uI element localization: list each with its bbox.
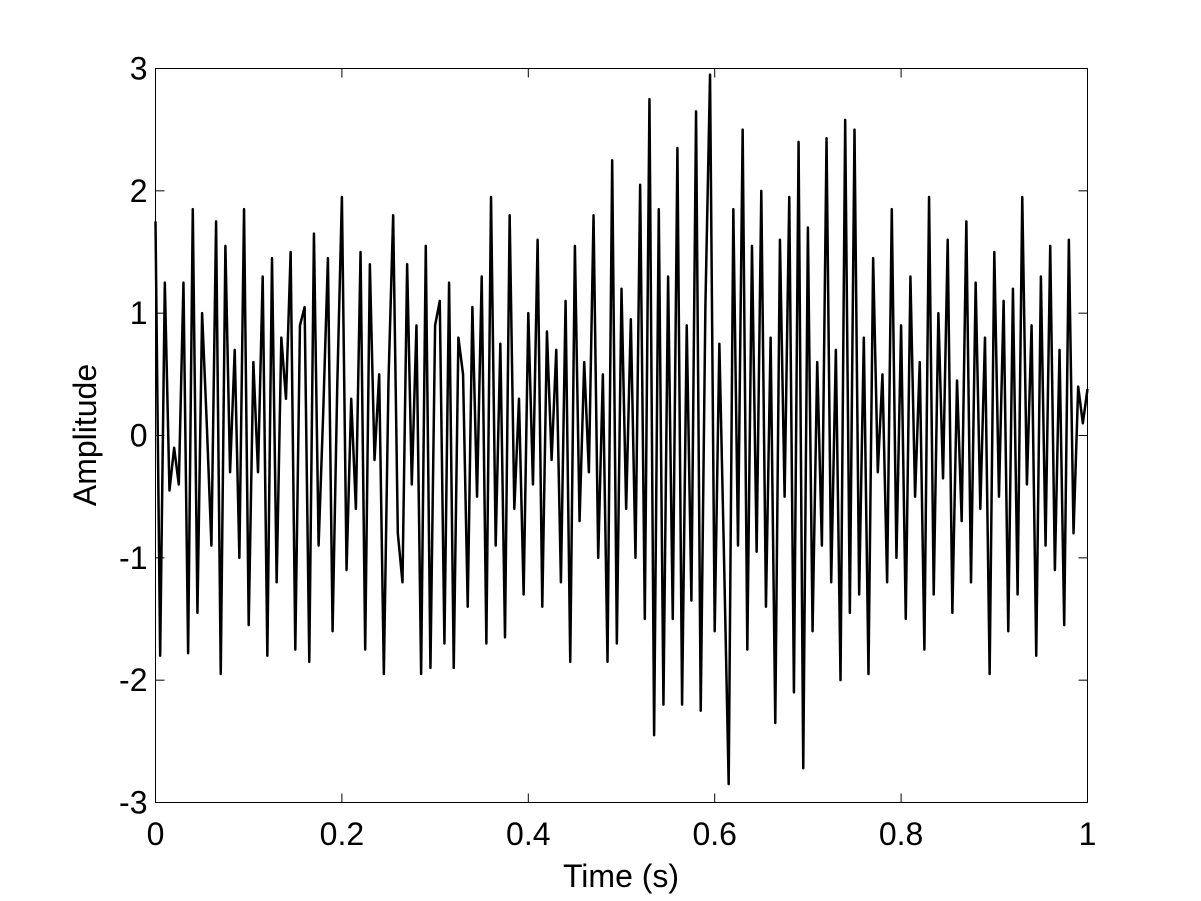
- y-tick-label: 1: [130, 295, 148, 331]
- y-tick-label: 3: [130, 51, 148, 87]
- y-tick-label: -1: [119, 540, 147, 576]
- x-tick-label: 0.6: [692, 816, 736, 852]
- x-tick-label: 0.8: [879, 816, 923, 852]
- x-axis-label: Time (s): [563, 858, 679, 894]
- x-tick-label: 1: [1079, 816, 1097, 852]
- x-tick-label: 0.4: [506, 816, 550, 852]
- y-tick-label: -3: [119, 785, 147, 821]
- x-tick-label: 0.2: [320, 816, 364, 852]
- y-tick-label: 2: [130, 173, 148, 209]
- x-tick-label: 0: [147, 816, 165, 852]
- signal-line: [154, 73, 1089, 786]
- y-axis-label: Amplitude: [67, 364, 103, 506]
- y-tick-label: 0: [130, 418, 148, 454]
- y-tick-label: -2: [119, 662, 147, 698]
